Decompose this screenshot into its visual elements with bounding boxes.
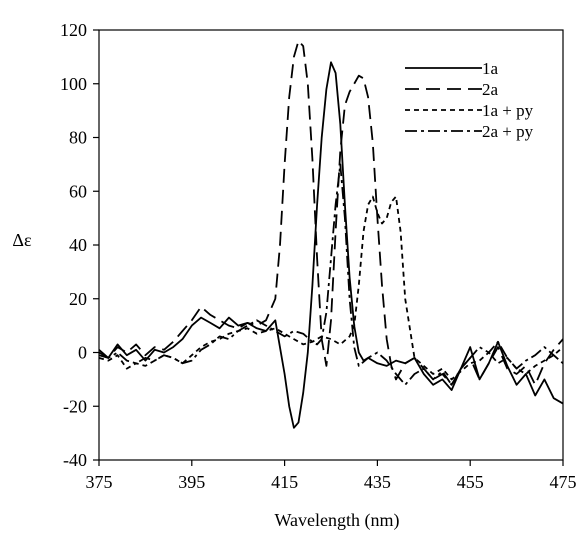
y-tick-label: 80 <box>69 128 87 148</box>
axis-ticks: 375 395 415 435 455 475 -40 -20 0 20 40 60 80 100 120 <box>60 20 577 492</box>
legend-label: 2a <box>482 80 499 99</box>
x-tick-label: 435 <box>364 472 391 492</box>
legend: 1a 2a 1a + py 2a + py <box>405 59 534 141</box>
x-tick-label: 475 <box>550 472 577 492</box>
y-tick-label: 0 <box>78 343 87 363</box>
y-axis-label: Δε <box>12 230 32 250</box>
series-line-1 <box>99 61 563 429</box>
y-tick-label: 100 <box>60 74 87 94</box>
series-line-4 <box>99 163 563 386</box>
x-axis-label: Wavelength (nm) <box>274 510 399 531</box>
y-tick-label: 120 <box>60 20 87 40</box>
legend-label: 1a + py <box>482 101 534 120</box>
y-tick-label: -20 <box>63 396 87 416</box>
y-tick-label: 60 <box>69 181 87 201</box>
x-tick-label: 375 <box>86 472 113 492</box>
y-tick-label: -40 <box>63 450 87 470</box>
y-tick-label: 40 <box>69 235 87 255</box>
legend-label: 2a + py <box>482 122 534 141</box>
x-tick-label: 415 <box>271 472 298 492</box>
y-tick-label: 20 <box>69 289 87 309</box>
x-tick-label: 395 <box>178 472 205 492</box>
series-layer <box>99 39 563 429</box>
series-line-3 <box>99 195 563 381</box>
legend-label: 1a <box>482 59 499 78</box>
x-tick-label: 455 <box>457 472 484 492</box>
